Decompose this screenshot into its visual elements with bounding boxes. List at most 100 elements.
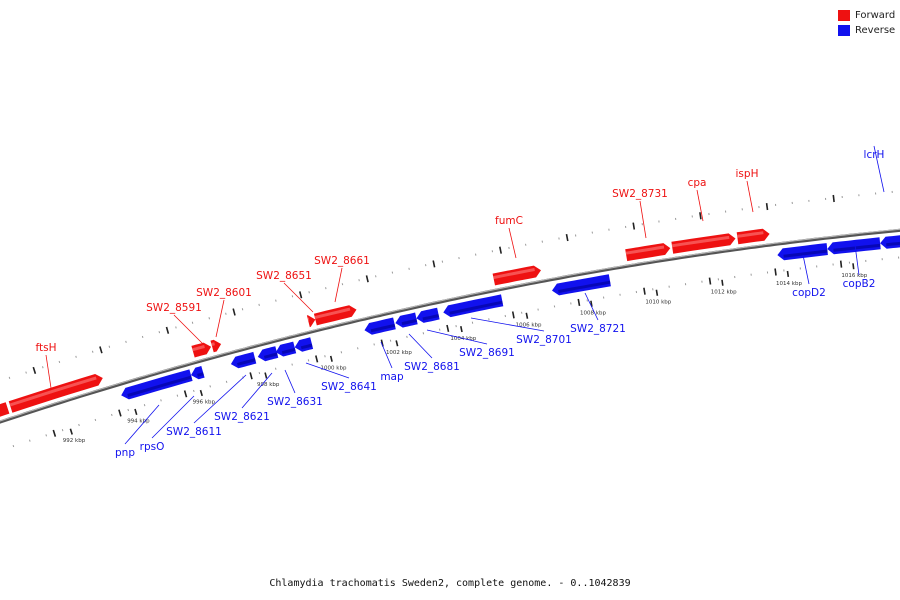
genome-backbone — [0, 228, 900, 424]
gene-SW2_8611[interactable] — [230, 351, 257, 369]
gene-label-SW2_8681: SW2_8681 — [404, 361, 460, 373]
kbp-tick — [69, 428, 73, 435]
guide-dot-outer — [308, 291, 310, 294]
gene-label-rpsO: rpsO — [140, 441, 165, 453]
gene-ispH[interactable] — [736, 228, 770, 245]
gene-copD2[interactable] — [777, 243, 828, 261]
gene-SW2_8661[interactable] — [313, 305, 357, 326]
gene-SW2_8641[interactable] — [294, 337, 314, 352]
gene-shade — [127, 375, 192, 397]
gene-SW2_8591[interactable] — [191, 342, 212, 358]
gene-leader-line — [408, 333, 433, 359]
gene-leader-line — [193, 374, 247, 424]
guide-major-tick-outer — [499, 246, 502, 254]
gene-shade — [737, 231, 764, 238]
gene-body — [230, 351, 257, 369]
kbp-tick-label: 994 kbp — [127, 419, 150, 425]
guide-dot-outer — [241, 308, 244, 311]
kbp-tick-label: 996 kbp — [193, 400, 216, 406]
gene-label-SW2_8651: SW2_8651 — [256, 270, 312, 282]
gene-leader-line — [124, 404, 160, 445]
gene-shade — [449, 300, 503, 315]
kbp-tick — [655, 289, 659, 296]
guide-major-tick-inner — [52, 429, 57, 437]
gene-body — [880, 235, 900, 249]
gene-shade — [625, 245, 665, 255]
gene-SW2_8601[interactable] — [210, 339, 222, 353]
guide-dot-inner — [373, 343, 375, 346]
gene-SW2_8701[interactable] — [443, 294, 504, 318]
gene-fumC[interactable] — [492, 265, 541, 286]
guide-major-tick-outer — [432, 260, 436, 268]
gene-shade — [671, 235, 730, 248]
gene-leader-line — [696, 189, 704, 222]
gene-lcrH[interactable] — [880, 235, 900, 249]
guide-dot-inner — [29, 439, 31, 442]
gene-leader-line — [380, 341, 393, 369]
gene-rpsO[interactable] — [191, 366, 205, 380]
gene-body — [294, 337, 314, 352]
gene-ftsH[interactable] — [8, 374, 103, 413]
gene-label-SW2_8631: SW2_8631 — [267, 396, 323, 408]
guide-dot-outer — [58, 360, 61, 364]
gene-leader-line — [241, 372, 273, 409]
guide-major-tick-inner — [183, 390, 188, 398]
gene-cpa[interactable] — [671, 233, 736, 254]
guide-major-tick-inner — [774, 268, 777, 276]
gene-label-map: map — [380, 371, 404, 383]
gene-shade — [9, 376, 97, 407]
guide-dot-outer — [25, 371, 27, 374]
gene-SW2_8631[interactable] — [275, 341, 297, 357]
gene-body — [306, 315, 316, 328]
guide-major-tick-outer — [832, 194, 835, 203]
gene-body — [257, 346, 279, 362]
gene-SW2_8721[interactable] — [552, 274, 611, 296]
guide-major-tick-outer — [699, 212, 702, 220]
kbp-tick-label: 998 kbp — [257, 382, 280, 388]
gene-map[interactable] — [364, 317, 396, 335]
gene-leader-line — [802, 254, 810, 285]
gene-leader-line — [746, 180, 754, 213]
gene-label-SW2_8731: SW2_8731 — [612, 188, 668, 200]
gene-SW2_8651[interactable] — [306, 315, 316, 328]
gene-shade — [300, 343, 313, 350]
guide-dot-outer — [225, 312, 227, 315]
gene-copB2[interactable] — [827, 237, 881, 255]
gene-SW2_8731[interactable] — [625, 243, 671, 262]
legend: Forward Reverse — [838, 8, 895, 38]
gene-leader-line — [854, 244, 860, 276]
gene-label-SW2_8591: SW2_8591 — [146, 302, 202, 314]
gene-label-ispH: ispH — [736, 168, 759, 180]
guide-dot-inner — [193, 389, 195, 393]
guide-dot-inner — [160, 399, 162, 402]
gene-body — [395, 312, 418, 328]
guide-dot-outer — [42, 366, 44, 369]
gene-shade — [211, 342, 215, 346]
guide-dot-inner — [258, 371, 261, 375]
guide-major-tick-inner — [446, 324, 450, 332]
guide-major-tick-inner — [839, 260, 843, 268]
gene-label-pnp: pnp — [115, 447, 135, 459]
gene-SW2_8621[interactable] — [257, 346, 279, 362]
gene-leader-line — [173, 314, 205, 346]
guide-dot-outer — [375, 275, 377, 278]
guide-major-tick-inner — [118, 409, 122, 417]
kbp-tick-label: 1014 kbp — [776, 281, 802, 287]
guide-dot-inner — [275, 367, 277, 370]
gene-SW2_8691[interactable] — [416, 307, 440, 323]
gene-pnp[interactable] — [121, 369, 193, 400]
gene-label-SW2_8701: SW2_8701 — [516, 334, 572, 346]
legend-item-reverse: Reverse — [838, 23, 895, 38]
kbp-tick — [134, 408, 138, 416]
guide-dot-inner — [176, 394, 179, 397]
guide-dot-inner — [307, 359, 310, 362]
guide-dot-outer — [258, 303, 260, 307]
gene-SW2_8681[interactable] — [395, 312, 418, 328]
kbp-tick — [329, 355, 333, 362]
legend-item-forward: Forward — [838, 8, 895, 23]
guide-major-tick-inner — [643, 287, 646, 295]
guide-major-tick-outer — [632, 222, 636, 230]
gene-shade — [558, 280, 611, 293]
guide-major-tick-inner — [315, 355, 319, 363]
